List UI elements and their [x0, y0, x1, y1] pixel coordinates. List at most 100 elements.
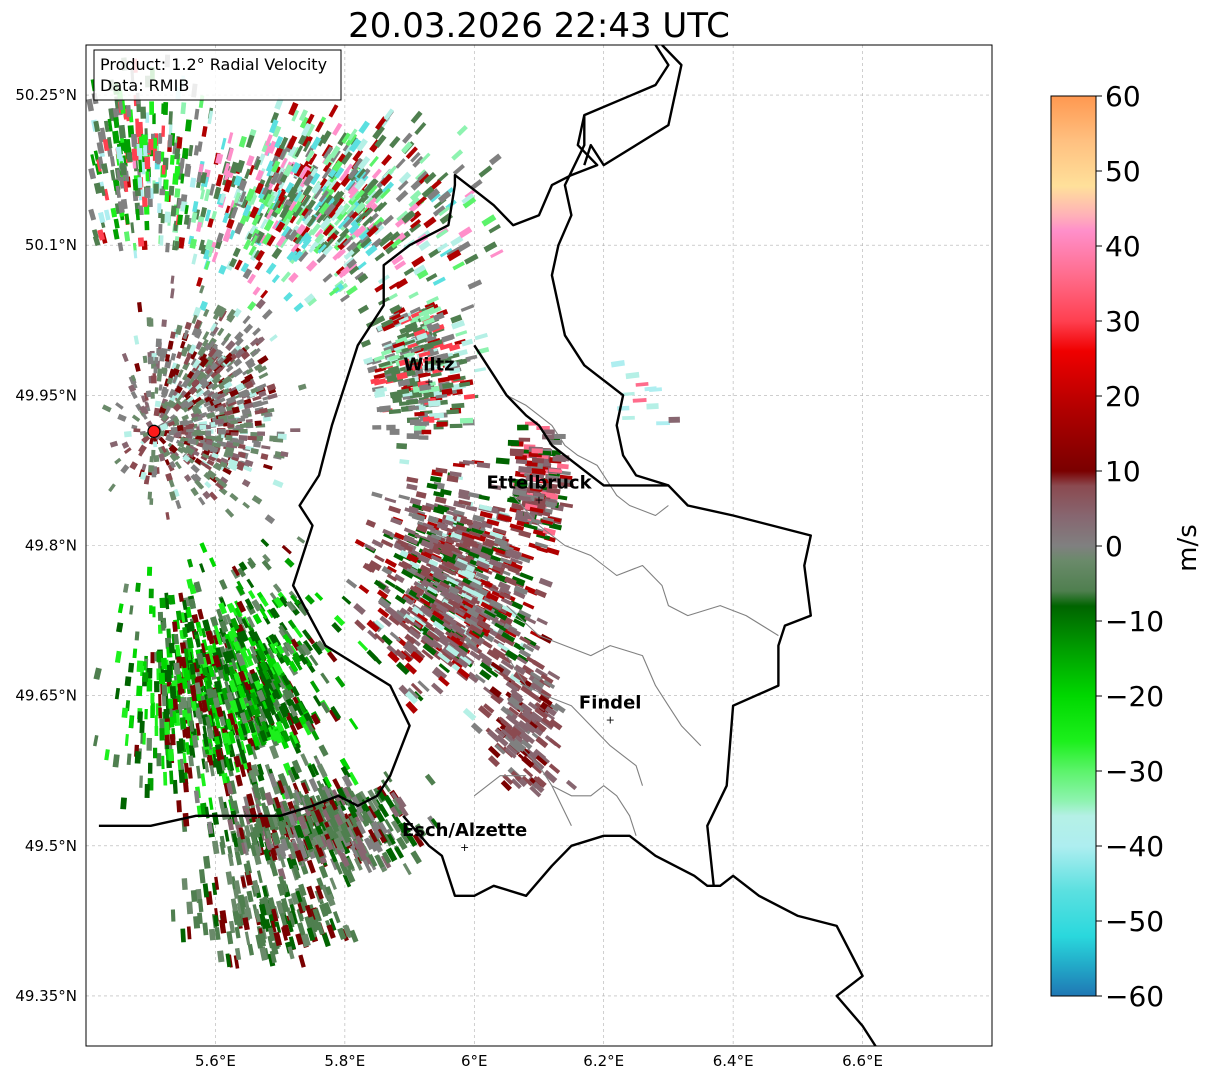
velocity-gate	[261, 232, 272, 246]
velocity-gate	[323, 188, 335, 201]
velocity-gate	[360, 237, 372, 249]
velocity-gate	[416, 269, 429, 280]
velocity-gate	[327, 179, 338, 191]
velocity-gate	[184, 119, 192, 132]
info-product: Product: 1.2° Radial Velocity	[100, 55, 327, 74]
velocity-gate	[463, 393, 476, 400]
velocity-gate	[223, 179, 233, 193]
velocity-gate	[322, 224, 334, 237]
velocity-gate	[249, 194, 258, 206]
velocity-gate	[113, 117, 120, 129]
velocity-gate	[199, 300, 208, 312]
velocity-gate	[404, 363, 418, 371]
velocity-gate	[433, 412, 445, 419]
velocity-gate	[149, 605, 153, 614]
velocity-gate	[309, 172, 321, 186]
velocity-gate	[190, 889, 198, 903]
velocity-gate	[271, 160, 281, 173]
velocity-gate	[92, 235, 101, 247]
velocity-gate	[169, 733, 176, 746]
velocity-gate	[383, 108, 395, 121]
lon-tick-label: 6.2°E	[583, 1052, 624, 1070]
velocity-gate	[201, 126, 208, 137]
velocity-gate	[179, 157, 185, 169]
velocity-gate	[389, 428, 400, 435]
velocity-gate	[123, 231, 131, 242]
velocity-gate	[388, 408, 402, 415]
velocity-gate	[374, 283, 385, 293]
velocity-gate	[239, 191, 247, 203]
velocity-gate	[194, 108, 200, 120]
velocity-gate	[318, 190, 329, 203]
velocity-gate	[288, 272, 299, 283]
velocity-gate	[432, 368, 443, 374]
velocity-gate	[158, 133, 162, 144]
velocity-gate	[423, 391, 435, 399]
velocity-gate	[113, 218, 120, 229]
velocity-gate	[226, 148, 234, 162]
velocity-gate	[347, 167, 359, 179]
velocity-gate	[142, 145, 148, 157]
velocity-gate	[381, 181, 395, 194]
velocity-gate	[192, 200, 199, 213]
velocity-gate	[452, 163, 465, 176]
velocity-gate	[408, 196, 421, 208]
velocity-gate	[190, 212, 198, 223]
velocity-gate	[474, 367, 487, 373]
velocity-gate	[354, 189, 365, 201]
velocity-gate	[93, 150, 100, 162]
velocity-gate	[455, 330, 468, 337]
velocity-gate	[389, 304, 402, 314]
velocity-gate	[292, 177, 303, 190]
velocity-gate	[406, 433, 420, 440]
velocity-gate	[90, 154, 96, 166]
colorbar-tick-label: −50	[1105, 905, 1164, 938]
velocity-gate	[488, 153, 502, 166]
velocity-gate	[376, 201, 388, 212]
velocity-gate	[160, 622, 166, 631]
velocity-gate	[284, 182, 295, 194]
velocity-gate	[325, 225, 337, 238]
velocity-gate	[411, 364, 423, 371]
velocity-gate	[306, 296, 317, 307]
velocity-gate	[436, 171, 449, 183]
velocity-gate	[345, 285, 358, 296]
velocity-gate	[168, 698, 174, 709]
velocity-gate	[93, 120, 101, 133]
velocity-gate	[130, 133, 138, 147]
velocity-gate	[507, 439, 520, 447]
velocity-gate	[358, 120, 370, 134]
velocity-gate	[204, 430, 212, 437]
velocity-gate	[446, 409, 459, 415]
velocity-gate	[347, 128, 358, 141]
velocity-gate	[333, 190, 345, 203]
velocity-gate	[396, 331, 410, 341]
velocity-gate	[295, 223, 307, 236]
velocity-gate	[147, 762, 153, 774]
velocity-gate	[378, 236, 391, 247]
velocity-gate	[199, 189, 206, 200]
lat-tick-label: 50.1°N	[25, 236, 77, 254]
velocity-gate	[374, 116, 387, 131]
velocity-gate	[254, 182, 264, 195]
velocity-gate	[253, 440, 262, 448]
velocity-gate	[230, 206, 239, 219]
velocity-gate	[405, 332, 416, 339]
velocity-gate	[153, 183, 159, 194]
velocity-gate	[309, 240, 320, 251]
velocity-gate	[164, 721, 170, 735]
velocity-gate	[287, 145, 298, 158]
velocity-gate	[99, 127, 107, 141]
colorbar-tick-label: 30	[1105, 305, 1141, 338]
velocity-gate	[656, 421, 671, 426]
velocity-gate	[342, 216, 355, 229]
colorbar-tick-label: 40	[1105, 230, 1141, 263]
velocity-gate	[229, 161, 239, 174]
velocity-gate	[359, 233, 371, 245]
velocity-gate	[272, 125, 282, 138]
velocity-gate	[323, 203, 336, 217]
velocity-gate	[459, 417, 474, 424]
map-title: 20.03.2026 22:43 UTC	[348, 6, 730, 46]
velocity-gate	[174, 165, 181, 177]
velocity-gate	[264, 175, 273, 188]
